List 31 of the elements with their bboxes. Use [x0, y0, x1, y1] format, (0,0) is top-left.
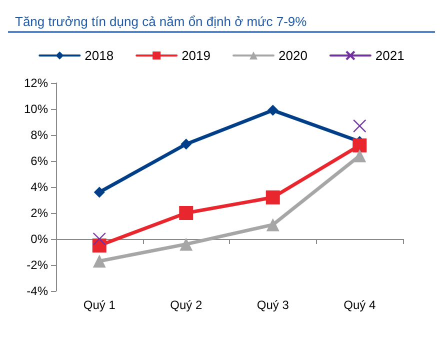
y-tick-label: 8% [30, 128, 48, 142]
y-tick-label: 10% [24, 102, 48, 116]
x-tick-label: Quý 3 [256, 298, 290, 312]
y-tick-label: 6% [30, 154, 48, 168]
y-tick-label: 4% [30, 180, 48, 194]
x-tick-label: Quý 1 [83, 298, 116, 312]
point [94, 186, 105, 198]
legend-label: 2018 [84, 48, 114, 63]
point [267, 104, 278, 116]
y-tick-label: 0% [30, 232, 48, 246]
x-tick-label: Quý 4 [344, 298, 376, 312]
point [92, 238, 106, 252]
point [352, 138, 367, 152]
y-tick-label: 2% [30, 206, 48, 220]
y-tick-label: 12% [24, 76, 48, 90]
y-tick-label: -2% [26, 258, 48, 272]
x-tick-label: Quý 2 [170, 298, 202, 312]
point [179, 206, 194, 220]
legend-label: 2019 [182, 48, 210, 63]
legend-label: 2021 [375, 48, 404, 63]
point [92, 232, 106, 246]
legend-label: 2020 [278, 48, 308, 63]
point [266, 218, 280, 232]
point [92, 254, 106, 268]
point [353, 119, 366, 132]
point [180, 238, 193, 251]
point [266, 190, 280, 204]
point [353, 149, 366, 162]
chart-title: Tăng trưởng tín dụng cả năm ổn định ở mức 7-9% [15, 14, 308, 29]
point [180, 138, 192, 150]
y-tick-label: -4% [26, 284, 48, 298]
